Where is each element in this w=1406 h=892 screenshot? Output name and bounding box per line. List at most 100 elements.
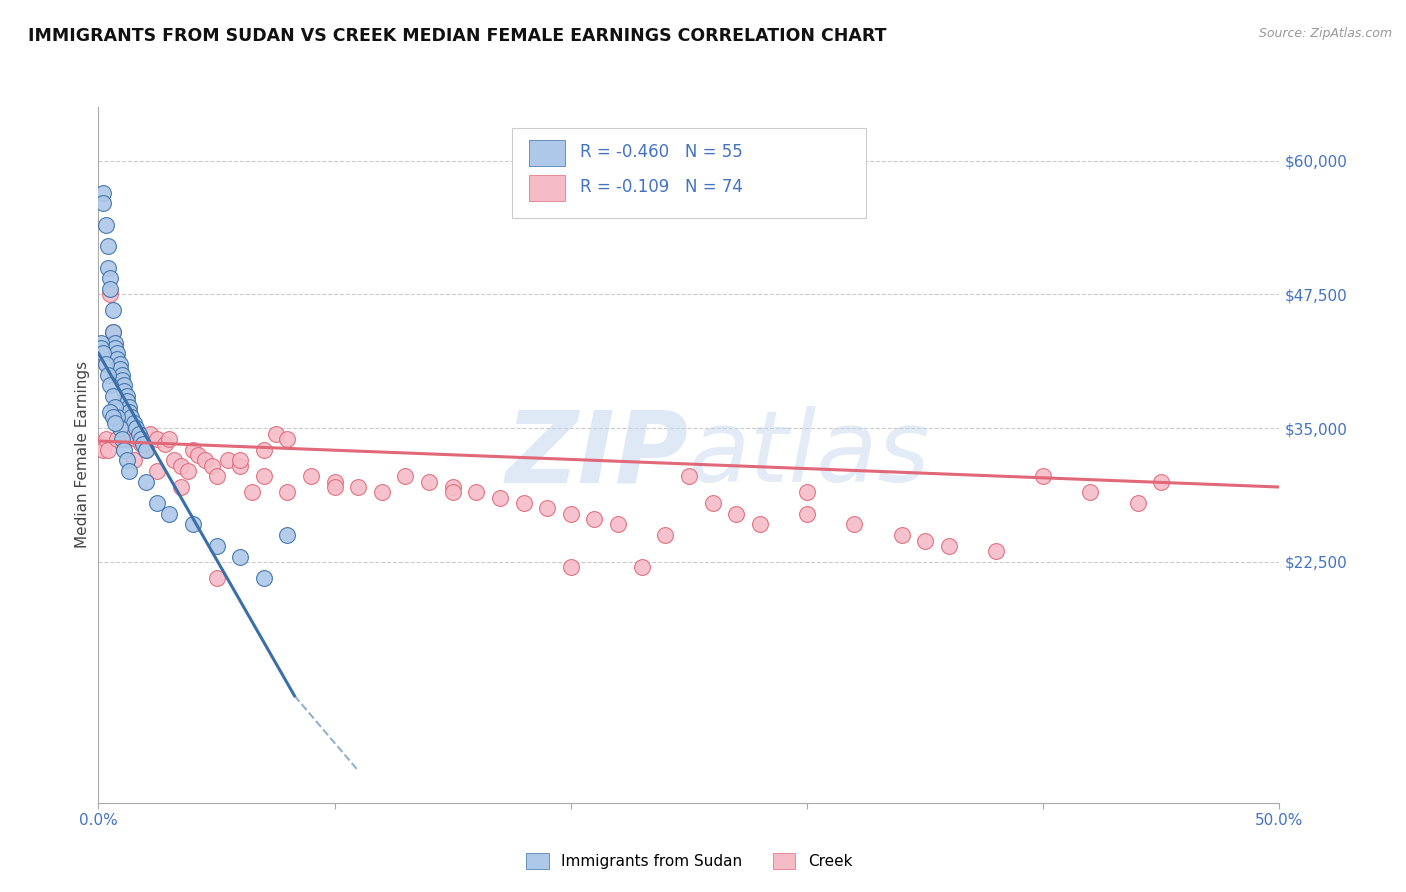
Point xyxy=(630,560,652,574)
Point xyxy=(276,485,298,500)
Point xyxy=(654,528,676,542)
Point xyxy=(1126,496,1149,510)
Y-axis label: Median Female Earnings: Median Female Earnings xyxy=(75,361,90,549)
Point xyxy=(101,325,124,339)
Legend: Immigrants from Sudan, Creek: Immigrants from Sudan, Creek xyxy=(520,847,858,875)
Point xyxy=(240,485,263,500)
Point xyxy=(146,496,169,510)
Point xyxy=(98,287,121,301)
Point xyxy=(187,448,209,462)
Bar xyxy=(530,140,565,166)
Point xyxy=(118,400,141,414)
Point xyxy=(607,517,630,532)
Point xyxy=(115,453,138,467)
Point xyxy=(229,549,252,564)
Text: R = -0.109   N = 74: R = -0.109 N = 74 xyxy=(581,178,744,196)
Point xyxy=(748,517,770,532)
Point xyxy=(104,335,127,350)
Point xyxy=(146,464,169,478)
Point xyxy=(108,357,131,371)
Point xyxy=(194,453,217,467)
Point xyxy=(121,426,143,441)
Point xyxy=(984,544,1007,558)
Point xyxy=(139,426,162,441)
Point xyxy=(128,426,150,441)
Point xyxy=(101,410,124,425)
Point xyxy=(105,410,128,425)
Point xyxy=(101,325,124,339)
Point xyxy=(725,507,748,521)
Point xyxy=(94,432,117,446)
Text: IMMIGRANTS FROM SUDAN VS CREEK MEDIAN FEMALE EARNINGS CORRELATION CHART: IMMIGRANTS FROM SUDAN VS CREEK MEDIAN FE… xyxy=(28,27,887,45)
Point xyxy=(108,421,131,435)
Point xyxy=(125,421,148,435)
Point xyxy=(253,469,276,483)
Point xyxy=(323,480,346,494)
Point xyxy=(914,533,936,548)
Point xyxy=(441,480,464,494)
Point xyxy=(205,469,228,483)
Point xyxy=(796,485,818,500)
Point xyxy=(111,410,134,425)
Point xyxy=(118,464,141,478)
Point xyxy=(105,432,128,446)
Point xyxy=(560,560,582,574)
Point xyxy=(583,512,606,526)
Point xyxy=(111,432,134,446)
Point xyxy=(94,218,117,232)
Point xyxy=(418,475,440,489)
Point xyxy=(104,416,127,430)
Point xyxy=(115,432,138,446)
Point xyxy=(146,432,169,446)
Point xyxy=(264,426,287,441)
Bar xyxy=(530,175,565,201)
Point xyxy=(1150,475,1173,489)
Point xyxy=(97,442,120,457)
Point xyxy=(489,491,512,505)
Point xyxy=(276,432,298,446)
Point xyxy=(108,362,131,376)
Point xyxy=(157,432,180,446)
Point xyxy=(229,458,252,473)
Point xyxy=(122,453,145,467)
Text: Source: ZipAtlas.com: Source: ZipAtlas.com xyxy=(1258,27,1392,40)
Point xyxy=(90,341,112,355)
Point xyxy=(1032,469,1054,483)
Point xyxy=(122,416,145,430)
Point xyxy=(157,507,180,521)
Point xyxy=(98,282,121,296)
Point xyxy=(205,571,228,585)
Point xyxy=(253,571,276,585)
Point xyxy=(104,400,127,414)
Point xyxy=(98,271,121,285)
Point xyxy=(97,260,120,275)
Point xyxy=(129,432,152,446)
Point xyxy=(101,303,124,318)
Point xyxy=(205,539,228,553)
Point xyxy=(135,475,157,489)
Text: atlas: atlas xyxy=(689,407,931,503)
Point xyxy=(890,528,912,542)
Point xyxy=(678,469,700,483)
Point xyxy=(129,437,152,451)
Point xyxy=(91,442,114,457)
Point xyxy=(90,437,112,451)
Point xyxy=(1080,485,1102,500)
Point xyxy=(112,378,135,392)
Point xyxy=(323,475,346,489)
Point xyxy=(560,507,582,521)
Point xyxy=(112,442,135,457)
FancyBboxPatch shape xyxy=(512,128,866,219)
Point xyxy=(105,346,128,360)
Point xyxy=(153,437,176,451)
Point xyxy=(163,453,186,467)
Point xyxy=(135,442,157,457)
Point xyxy=(91,346,114,360)
Point xyxy=(132,437,155,451)
Point xyxy=(177,464,200,478)
Point xyxy=(253,442,276,457)
Point xyxy=(97,239,120,253)
Point xyxy=(125,432,148,446)
Point xyxy=(90,335,112,350)
Point xyxy=(796,507,818,521)
